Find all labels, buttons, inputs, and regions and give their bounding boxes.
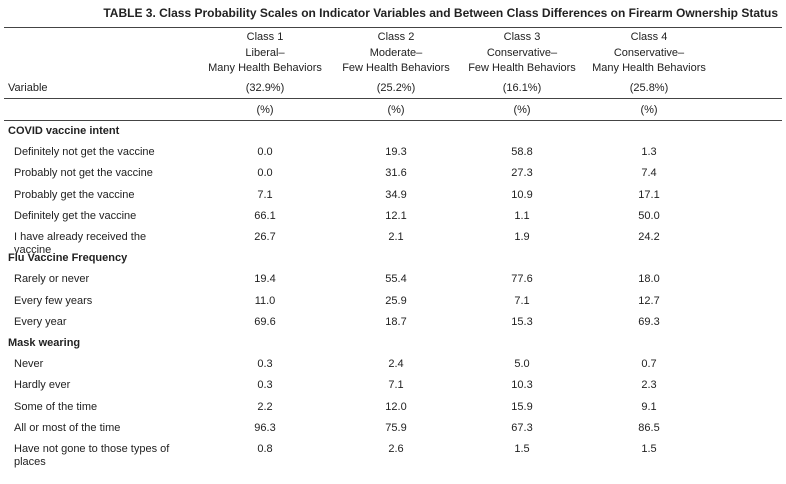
cell-value: 34.9 xyxy=(385,188,407,201)
cell-value: 7.1 xyxy=(388,379,404,392)
column-header: Class 4 xyxy=(630,31,668,43)
column-header: Few Health Behaviors xyxy=(342,62,450,74)
row-label: Never xyxy=(14,358,44,371)
cell-value: 27.3 xyxy=(511,167,533,180)
section-heading: Mask wearing xyxy=(8,337,81,349)
column-share: (25.8%) xyxy=(629,82,669,94)
cell-value: 86.5 xyxy=(638,421,660,434)
cell-value: 31.6 xyxy=(385,167,407,180)
cell-value: 67.3 xyxy=(511,421,533,434)
row-label: Every few years xyxy=(14,294,93,307)
cell-value: 1.5 xyxy=(641,443,657,455)
cell-value: 7.4 xyxy=(641,167,657,180)
cell-value: 66.1 xyxy=(254,209,276,222)
cell-value: 2.4 xyxy=(388,358,404,371)
cell-value: 96.3 xyxy=(254,421,276,434)
section-heading: COVID vaccine intent xyxy=(8,125,120,137)
row-label: Some of the time xyxy=(14,400,98,413)
cell-value: 18.0 xyxy=(638,273,660,286)
cell-value: 69.3 xyxy=(638,315,660,328)
cell-value: 55.4 xyxy=(385,273,407,286)
row-label: I have already received the vaccine xyxy=(14,231,147,256)
rule xyxy=(4,27,782,28)
cell-value: 25.9 xyxy=(385,294,407,307)
cell-value: 0.8 xyxy=(257,443,273,455)
cell-value: 1.1 xyxy=(514,209,530,222)
row-label: Hardly ever xyxy=(14,379,71,392)
cell-value: 10.9 xyxy=(511,188,533,201)
row-label: Have not gone to those types of places xyxy=(14,443,170,468)
cell-value: 11.0 xyxy=(254,294,276,307)
cell-value: 0.0 xyxy=(257,146,273,159)
cell-value: 2.1 xyxy=(388,231,404,243)
cell-value: 19.3 xyxy=(385,146,407,159)
cell-value: 0.7 xyxy=(641,358,657,371)
rule xyxy=(4,120,782,121)
column-header: Liberal– xyxy=(245,46,285,59)
section-heading: Flu Vaccine Frequency xyxy=(8,252,128,265)
rule xyxy=(4,98,782,99)
cell-value: 9.1 xyxy=(641,400,657,413)
column-header: Class 1 xyxy=(246,31,284,43)
cell-value: 19.4 xyxy=(254,273,276,286)
column-header: Many Health Behaviors xyxy=(208,62,322,74)
cell-value: 1.5 xyxy=(514,443,530,455)
cell-value: 1.9 xyxy=(514,231,530,243)
cell-value: 7.1 xyxy=(514,294,530,307)
column-share: (16.1%) xyxy=(502,82,542,94)
cell-value: 12.1 xyxy=(385,209,407,222)
cell-value: 2.3 xyxy=(641,379,657,392)
column-header: Class 3 xyxy=(503,31,541,43)
cell-value: 15.9 xyxy=(511,400,533,413)
column-unit: (%) xyxy=(640,104,658,116)
column-header: Conservative– xyxy=(613,46,685,59)
cell-value: 0.3 xyxy=(257,379,273,392)
table-title: TABLE 3. Class Probability Scales on Ind… xyxy=(103,6,778,20)
column-unit: (%) xyxy=(513,104,531,116)
cell-value: 24.2 xyxy=(638,231,660,243)
cell-value: 0.3 xyxy=(257,358,273,371)
row-label: Probably not get the vaccine xyxy=(14,167,153,180)
cell-value: 10.3 xyxy=(511,379,533,392)
cell-value: 1.3 xyxy=(641,146,657,159)
cell-value: 75.9 xyxy=(385,421,407,434)
cell-value: 2.2 xyxy=(257,400,273,413)
cell-value: 77.6 xyxy=(511,273,533,286)
row-label: Rarely or never xyxy=(14,273,90,286)
column-header: Few Health Behaviors xyxy=(468,62,576,74)
column-unit: (%) xyxy=(256,104,274,116)
column-share: (25.2%) xyxy=(376,82,416,94)
column-header: Conservative– xyxy=(486,46,558,59)
cell-value: 7.1 xyxy=(257,188,273,201)
cell-value: 5.0 xyxy=(514,358,530,371)
row-label: Definitely get the vaccine xyxy=(14,209,137,222)
column-unit: (%) xyxy=(387,104,405,116)
column-header: Class 2 xyxy=(377,31,415,43)
cell-value: 0.0 xyxy=(257,167,273,180)
cell-value: 58.8 xyxy=(511,146,533,159)
column-header: Moderate– xyxy=(369,46,423,59)
row-label: Definitely not get the vaccine xyxy=(14,146,155,159)
variable-header: Variable xyxy=(8,82,48,94)
cell-value: 17.1 xyxy=(638,188,660,201)
cell-value: 12.7 xyxy=(638,294,660,307)
row-label: Every year xyxy=(14,315,67,328)
row-label: All or most of the time xyxy=(14,421,121,434)
cell-value: 15.3 xyxy=(511,315,533,328)
cell-value: 50.0 xyxy=(638,209,660,222)
cell-value: 2.6 xyxy=(388,443,404,455)
cell-value: 12.0 xyxy=(385,400,407,413)
column-share: (32.9%) xyxy=(245,82,285,94)
cell-value: 18.7 xyxy=(385,315,407,328)
cell-value: 69.6 xyxy=(254,315,276,328)
column-header: Many Health Behaviors xyxy=(592,62,706,74)
cell-value: 26.7 xyxy=(254,231,276,243)
row-label: Probably get the vaccine xyxy=(14,188,135,201)
